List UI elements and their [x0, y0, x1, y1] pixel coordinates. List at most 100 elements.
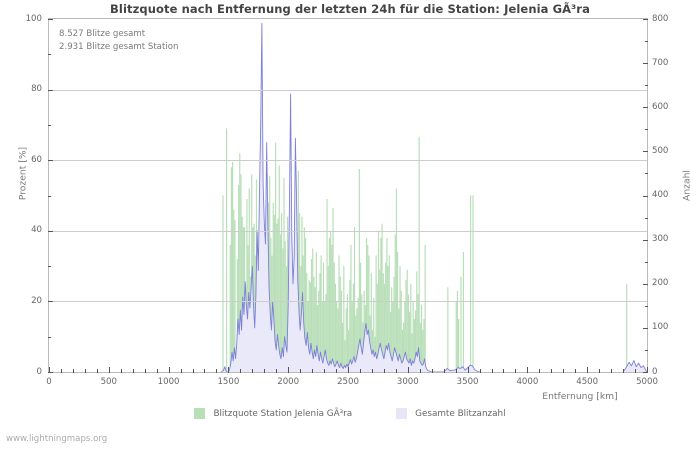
bar [416, 271, 418, 372]
bar [395, 188, 398, 372]
bar [413, 319, 415, 372]
bar [418, 137, 420, 372]
y-axis-tick-label: 20 [31, 295, 42, 306]
bar [318, 290, 320, 372]
y2-axis-tickmark [643, 328, 648, 329]
bar [234, 220, 236, 372]
x-axis-minor-tickmark [264, 369, 265, 373]
bar [386, 237, 388, 372]
bar [248, 188, 250, 372]
y2-axis-tick-label: 800 [652, 13, 669, 24]
bar [331, 244, 333, 372]
bar [401, 329, 404, 372]
bar [316, 304, 319, 372]
plot-inner [49, 19, 647, 372]
x-axis-minor-tickmark [216, 369, 217, 373]
y2-axis-tick-label: 200 [652, 278, 669, 289]
y2-axis-tickmark [643, 19, 648, 20]
x-axis-tick-label: 3000 [396, 377, 419, 387]
bar [420, 304, 423, 372]
y-axis-tick-label: 100 [25, 13, 42, 24]
x-axis-minor-tickmark [611, 369, 612, 373]
x-axis-tickmark [408, 367, 409, 373]
bar [301, 216, 303, 372]
gridline [49, 301, 647, 302]
bar [310, 259, 313, 372]
bar [297, 170, 299, 372]
bar [469, 195, 472, 372]
legend-item-blitzquote[interactable]: Blitzquote Station Jelenia GÃ³ra [194, 408, 352, 419]
x-axis-tickmark [169, 367, 170, 373]
bar [400, 290, 402, 372]
bar [327, 266, 329, 372]
bar [241, 216, 243, 372]
bar [462, 251, 465, 372]
y2-axis-tick-label: 100 [652, 322, 669, 333]
y2-axis-tick-label: 0 [652, 366, 658, 377]
bar [237, 184, 240, 372]
bar [279, 234, 282, 372]
bar [285, 266, 288, 372]
x-axis-minor-tickmark [276, 369, 277, 373]
y-axis-tick-label: 80 [31, 84, 42, 95]
y-axis-minor-tickmark [48, 266, 51, 267]
x-axis-tickmark [587, 367, 588, 373]
y2-axis-tickmark [643, 196, 648, 197]
bar [403, 322, 405, 372]
bar [326, 199, 328, 372]
bar [284, 241, 286, 372]
bar [383, 283, 386, 372]
bar [339, 276, 341, 372]
bar [367, 244, 369, 372]
bar [308, 280, 310, 372]
bar [340, 290, 343, 372]
bar [236, 259, 238, 372]
x-axis-minor-tickmark [480, 369, 481, 373]
bar [320, 255, 322, 372]
y2-axis-tickmark [643, 63, 648, 64]
bar [333, 262, 335, 372]
y-axis-label: Prozent [%] [17, 146, 29, 201]
bar [344, 340, 346, 372]
bar [399, 266, 401, 372]
bar [282, 248, 284, 372]
bar [222, 195, 224, 372]
bar [278, 165, 280, 372]
y2-axis-minor-tickmark [645, 262, 648, 263]
bar [380, 237, 382, 372]
bar [315, 251, 317, 372]
y-axis-tickmark [48, 90, 53, 91]
x-axis-minor-tickmark [312, 369, 313, 373]
bar [298, 213, 301, 372]
summary-annotation: 8.527 Blitze gesamt 2.931 Blitze gesamt … [59, 28, 178, 53]
bar [423, 319, 425, 372]
x-axis-tickmark [228, 367, 229, 373]
bar [321, 301, 323, 372]
bar [394, 234, 396, 372]
y-axis-minor-tickmark [48, 125, 51, 126]
legend-label-blitzquote: Blitzquote Station Jelenia GÃ³ra [213, 408, 353, 419]
x-axis-minor-tickmark [563, 369, 564, 373]
x-axis-minor-tickmark [444, 369, 445, 373]
y2-axis-minor-tickmark [645, 173, 648, 174]
bar [447, 287, 449, 372]
x-axis-minor-tickmark [539, 369, 540, 373]
bar [414, 310, 417, 372]
bar [309, 281, 311, 372]
y-axis-tickmark [48, 231, 53, 232]
y-axis-tickmark [48, 372, 53, 373]
x-axis-minor-tickmark [420, 369, 421, 373]
x-axis-tick-label: 5000 [636, 377, 658, 387]
x-axis-tick-label: 2000 [277, 377, 300, 387]
x-axis-tick-label: 2500 [337, 377, 359, 387]
x-axis-minor-tickmark [456, 369, 457, 373]
footer-url: www.lightningmaps.org [6, 434, 108, 444]
bar [348, 329, 350, 372]
bar [472, 195, 474, 372]
x-axis-tickmark [527, 367, 528, 373]
x-axis-minor-tickmark [324, 369, 325, 373]
bar [343, 266, 345, 372]
legend-item-gesamte-blitzanzahl[interactable]: Gesamte Blitzanzahl [396, 408, 506, 419]
y2-axis-tickmark [643, 151, 648, 152]
bar [352, 283, 354, 372]
